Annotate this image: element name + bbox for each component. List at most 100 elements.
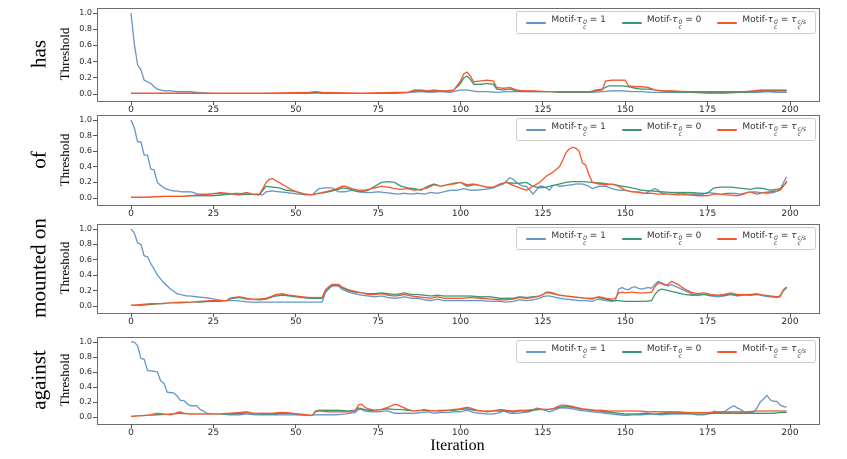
x-tick-label: 175	[699, 317, 717, 327]
legend-line-sample-green	[621, 350, 642, 353]
x-tick-label: 75	[372, 209, 384, 219]
row-label-has: has	[26, 40, 51, 68]
x-tick-label: 50	[290, 105, 302, 115]
row-label-mounted-on: mounted on	[26, 218, 51, 318]
x-tick-mark	[707, 313, 709, 317]
y-axis-label: Threshold	[57, 27, 72, 81]
x-tick-mark	[295, 101, 297, 105]
legend-line-sample-blue	[526, 21, 547, 24]
plot-area-mounted-on	[130, 228, 788, 306]
y-tick-mark	[93, 356, 97, 358]
x-tick-label: 200	[781, 428, 799, 438]
tau-sup-sub: c/s c	[797, 19, 806, 31]
y-tick-label: 0.6	[79, 40, 92, 50]
y-tick-label: 0.0	[79, 301, 92, 310]
x-tick-mark	[130, 101, 132, 105]
y-tick-label: 0.4	[79, 56, 92, 66]
y-tick-mark	[93, 290, 97, 292]
series-line-green	[131, 75, 787, 94]
y-tick-mark	[93, 119, 97, 121]
x-tick-label: 25	[207, 317, 220, 327]
x-tick-mark	[624, 313, 626, 317]
x-tick-label: 50	[290, 428, 302, 438]
x-tick-label: 100	[451, 317, 470, 327]
x-tick-label: 25	[207, 105, 220, 115]
x-tick-label: 175	[699, 105, 717, 115]
x-tick-mark	[460, 313, 461, 317]
x-tick-label: 125	[534, 209, 552, 219]
legend-line-sample-orange	[717, 350, 738, 353]
series-line-orange	[130, 280, 788, 306]
x-tick-label: 75	[372, 428, 384, 438]
legend-item-label: Motif-τ 0 c = 0	[646, 15, 702, 31]
x-tick-mark	[212, 101, 214, 105]
y-tick-mark	[93, 28, 97, 30]
y-tick-label: 0.2	[79, 397, 92, 406]
y-tick-mark	[93, 274, 97, 276]
x-tick-label: 100	[451, 105, 470, 115]
series-line-orange	[130, 403, 787, 417]
y-tick-label: 1.0	[79, 115, 92, 124]
y-tick-label: 0.0	[79, 412, 92, 421]
legend-item: Motif-τ 0 c = 0	[621, 122, 701, 138]
tau-sup-sub: c/s c	[797, 126, 806, 138]
x-tick-mark	[542, 205, 544, 209]
y-tick-mark	[93, 77, 97, 79]
y-axis-label: Threshold	[57, 241, 72, 295]
series-line-blue	[130, 12, 787, 94]
legend-item-label: Motif-τ 0 c = 0	[646, 231, 702, 247]
legend-line-sample-orange	[717, 128, 738, 131]
series-line-blue	[130, 119, 788, 196]
x-tick-label: 125	[534, 317, 552, 327]
y-tick-mark	[93, 341, 97, 343]
x-tick-mark	[295, 205, 297, 209]
x-tick-mark	[130, 205, 132, 209]
legend-line-sample-orange	[717, 21, 738, 24]
legend-item: Motif-τ 0 c = τ c/s c	[717, 344, 806, 360]
row-label-against: against	[26, 350, 51, 410]
legend-item-label: Motif-τ 0 c = 1	[551, 15, 606, 31]
x-tick-mark	[624, 205, 626, 209]
tau-sup-sub: c/s c	[797, 348, 806, 360]
y-tick-label: 0.4	[79, 270, 92, 280]
x-tick-mark	[542, 101, 544, 105]
y-tick-mark	[93, 305, 97, 307]
x-tick-mark	[130, 424, 132, 428]
x-tick-label: 125	[534, 428, 552, 438]
x-axis-label: Iteration	[430, 437, 485, 454]
series-line-orange	[131, 71, 787, 94]
x-tick-label: 150	[616, 428, 634, 438]
x-tick-label: 75	[372, 317, 384, 327]
y-tick-label: 0.0	[79, 193, 92, 202]
legend-item: Motif-τ 0 c = 1	[526, 231, 606, 247]
x-tick-label: 0	[128, 317, 134, 327]
y-tick-mark	[93, 61, 97, 63]
x-tick-mark	[377, 313, 379, 317]
x-tick-mark	[707, 424, 709, 428]
legend-line-sample-blue	[526, 350, 547, 353]
legend-line-sample-green	[621, 21, 642, 24]
x-tick-label: 200	[781, 105, 799, 115]
x-tick-mark	[789, 101, 791, 105]
y-tick-label: 0.4	[79, 382, 92, 391]
x-tick-mark	[789, 205, 791, 209]
y-tick-label: 1.0	[79, 224, 92, 233]
legend-line-sample-blue	[526, 237, 547, 240]
legend-item: Motif-τ 0 c = 1	[526, 122, 606, 138]
legend-line-sample-blue	[526, 128, 547, 131]
x-tick-label: 175	[699, 209, 717, 219]
y-tick-label: 0.4	[79, 161, 92, 171]
series-line-blue	[130, 228, 788, 303]
x-tick-mark	[707, 205, 709, 209]
